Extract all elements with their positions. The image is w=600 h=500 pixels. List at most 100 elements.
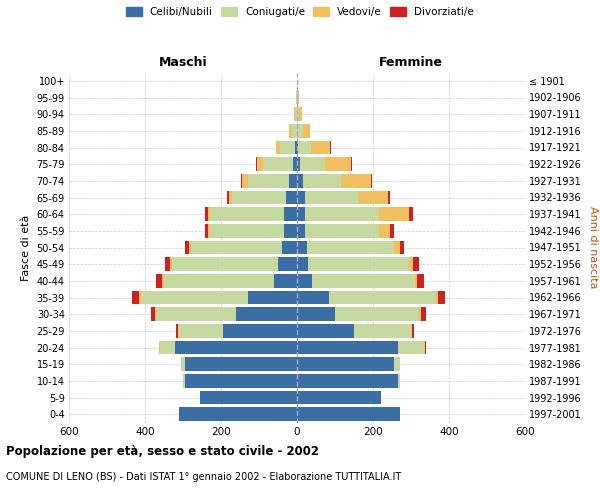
Bar bbox=[335, 308, 419, 321]
Bar bbox=[297, 258, 308, 271]
Bar bbox=[354, 324, 411, 338]
Bar bbox=[280, 140, 295, 154]
Bar bbox=[248, 290, 297, 304]
Bar bbox=[165, 258, 170, 271]
Bar bbox=[298, 90, 299, 104]
Bar bbox=[286, 190, 297, 204]
Bar bbox=[179, 324, 223, 338]
Bar bbox=[208, 208, 209, 221]
Bar bbox=[295, 140, 297, 154]
Bar bbox=[297, 390, 380, 404]
Bar bbox=[282, 240, 297, 254]
Bar bbox=[297, 158, 300, 171]
Bar bbox=[297, 208, 305, 221]
Bar bbox=[394, 240, 400, 254]
Bar bbox=[305, 190, 358, 204]
Bar bbox=[297, 408, 400, 421]
Bar bbox=[289, 124, 292, 138]
Text: COMUNE DI LENO (BS) - Dati ISTAT 1° gennaio 2002 - Elaborazione TUTTITALIA.IT: COMUNE DI LENO (BS) - Dati ISTAT 1° genn… bbox=[6, 472, 401, 482]
Y-axis label: Anni di nascita: Anni di nascita bbox=[587, 206, 598, 288]
Bar bbox=[419, 308, 421, 321]
Bar bbox=[297, 240, 307, 254]
Legend: Celibi/Nubili, Coniugati/e, Vedovi/e, Divorziati/e: Celibi/Nubili, Coniugati/e, Vedovi/e, Di… bbox=[124, 5, 476, 20]
Bar bbox=[160, 340, 175, 354]
Bar bbox=[297, 308, 335, 321]
Bar bbox=[164, 274, 274, 287]
Bar bbox=[188, 240, 191, 254]
Bar bbox=[242, 174, 248, 188]
Bar bbox=[141, 290, 248, 304]
Bar bbox=[185, 374, 297, 388]
Bar bbox=[139, 290, 141, 304]
Bar bbox=[297, 224, 305, 237]
Bar bbox=[157, 274, 162, 287]
Bar bbox=[297, 174, 303, 188]
Bar bbox=[437, 290, 445, 304]
Bar bbox=[263, 158, 293, 171]
Bar bbox=[329, 290, 436, 304]
Bar bbox=[409, 258, 413, 271]
Bar bbox=[436, 290, 437, 304]
Bar bbox=[276, 140, 280, 154]
Bar bbox=[292, 124, 297, 138]
Bar bbox=[297, 374, 398, 388]
Bar bbox=[308, 258, 409, 271]
Bar bbox=[208, 224, 209, 237]
Bar bbox=[284, 224, 297, 237]
Bar bbox=[297, 190, 305, 204]
Bar bbox=[416, 274, 424, 287]
Bar bbox=[297, 340, 398, 354]
Bar bbox=[415, 274, 416, 287]
Bar bbox=[409, 208, 413, 221]
Bar bbox=[274, 274, 297, 287]
Bar bbox=[205, 208, 208, 221]
Bar bbox=[295, 108, 297, 121]
Bar bbox=[209, 208, 284, 221]
Bar bbox=[341, 174, 371, 188]
Bar bbox=[256, 158, 257, 171]
Y-axis label: Fasce di età: Fasce di età bbox=[21, 214, 31, 280]
Bar bbox=[209, 224, 284, 237]
Bar bbox=[371, 174, 372, 188]
Bar bbox=[421, 308, 426, 321]
Bar bbox=[200, 390, 297, 404]
Bar bbox=[312, 274, 415, 287]
Bar bbox=[325, 158, 352, 171]
Bar bbox=[297, 108, 299, 121]
Bar bbox=[425, 340, 426, 354]
Bar bbox=[297, 124, 303, 138]
Bar bbox=[398, 374, 400, 388]
Bar bbox=[293, 158, 297, 171]
Bar bbox=[248, 174, 289, 188]
Bar bbox=[305, 208, 379, 221]
Bar bbox=[205, 224, 208, 237]
Bar bbox=[390, 224, 394, 237]
Bar bbox=[170, 258, 172, 271]
Bar bbox=[413, 258, 419, 271]
Bar bbox=[181, 358, 185, 371]
Bar bbox=[185, 358, 297, 371]
Bar bbox=[388, 190, 390, 204]
Bar bbox=[278, 258, 297, 271]
Bar bbox=[183, 374, 185, 388]
Bar bbox=[297, 358, 394, 371]
Bar bbox=[185, 240, 188, 254]
Bar bbox=[294, 108, 295, 121]
Bar bbox=[400, 240, 404, 254]
Bar bbox=[178, 324, 179, 338]
Bar bbox=[394, 358, 400, 371]
Bar bbox=[379, 224, 390, 237]
Bar bbox=[155, 308, 157, 321]
Bar bbox=[379, 208, 409, 221]
Bar bbox=[179, 408, 297, 421]
Bar bbox=[289, 174, 297, 188]
Bar bbox=[300, 158, 325, 171]
Bar bbox=[305, 224, 379, 237]
Bar bbox=[398, 340, 424, 354]
Bar bbox=[158, 340, 160, 354]
Bar bbox=[236, 308, 297, 321]
Bar bbox=[297, 290, 329, 304]
Bar bbox=[411, 324, 412, 338]
Bar bbox=[358, 190, 388, 204]
Bar bbox=[232, 190, 286, 204]
